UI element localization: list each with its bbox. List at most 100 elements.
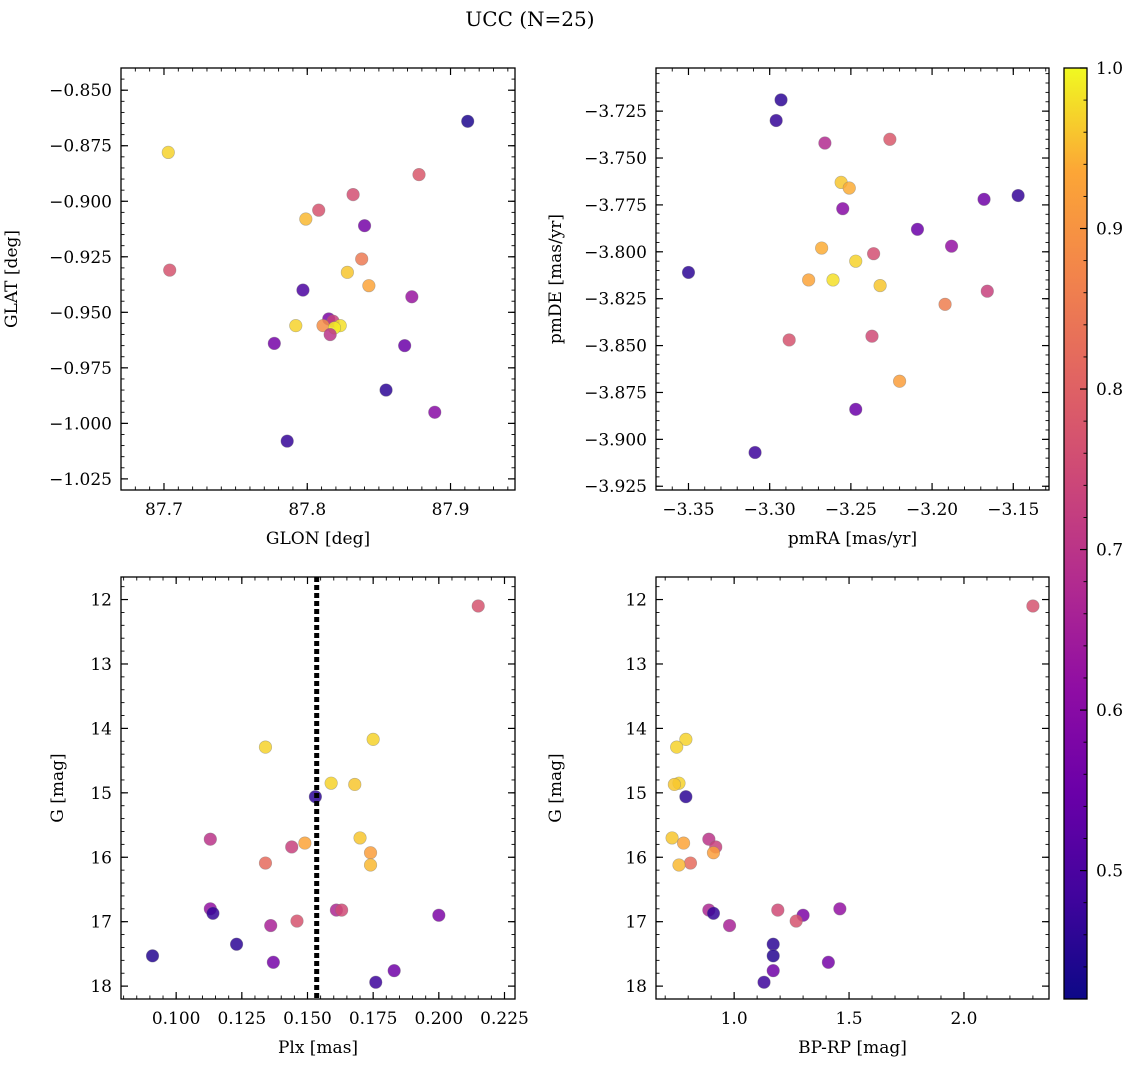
data-point	[387, 964, 401, 978]
x-axis-label: Plx [mas]	[278, 1038, 358, 1058]
y-tick-label: −1.000	[49, 414, 112, 434]
x-tick-label: 1.0	[721, 1009, 748, 1029]
x-axis-ticks: 87.7 87.8 87.9	[145, 68, 469, 520]
data-point	[679, 732, 693, 746]
colorbar-gradient	[1063, 67, 1088, 1000]
y-tick-label: −3.875	[584, 383, 647, 403]
data-point	[757, 975, 771, 989]
data-point	[774, 93, 788, 107]
scatter-points	[681, 93, 1025, 460]
data-point	[1026, 599, 1040, 613]
x-tick-label: 87.8	[288, 500, 326, 520]
data-point	[1011, 188, 1025, 203]
y-tick-label: −3.750	[584, 149, 647, 169]
data-point	[867, 247, 881, 261]
y-axis-ticks: 12 13 14 15 16 17 18	[625, 591, 1049, 997]
data-point	[849, 254, 863, 268]
y-tick-label: −0.875	[49, 137, 112, 157]
data-point	[335, 903, 349, 917]
data-point	[771, 903, 785, 917]
data-point	[258, 856, 273, 870]
scatter-points	[145, 599, 485, 989]
y-tick-label: 17	[625, 913, 647, 933]
data-point	[461, 114, 475, 128]
y-axis-ticks: −0.850 −0.875 −0.900 −0.925 −0.950 −0.975 −1.0…	[49, 81, 515, 490]
plot-frame	[655, 67, 1050, 491]
data-point	[681, 265, 696, 280]
data-point	[873, 278, 887, 293]
scatter-points	[161, 114, 475, 448]
plot-frame	[120, 67, 516, 491]
data-point	[355, 252, 369, 266]
data-point	[769, 113, 783, 128]
y-axis-label: G [mag]	[546, 753, 566, 822]
x-tick-label: 0.125	[217, 1009, 266, 1029]
data-point	[290, 914, 304, 928]
y-axis-label: GLAT [deg]	[2, 230, 22, 328]
data-point	[296, 283, 310, 297]
data-point	[266, 955, 280, 969]
panel-pmra-pmde: −3.35 −3.30 −3.25 −3.20 −3.15−3.725−3.750−3.…	[546, 67, 1050, 549]
data-point	[782, 333, 796, 347]
x-axis-ticks: 0.100 0.125 0.150 0.175 0.200 0.225	[152, 577, 529, 1029]
x-tick-label: 87.9	[432, 500, 470, 520]
data-point	[818, 136, 832, 150]
data-point	[826, 273, 840, 287]
x-tick-label: −3.35	[662, 500, 714, 520]
y-tick-label: −3.725	[584, 102, 647, 122]
data-point	[289, 319, 303, 333]
y-tick-label: 16	[90, 848, 112, 868]
chart-panels: 87.7 87.8 87.9 −0.850 −0.875 −0.900 −0.925 −0.9…	[2, 67, 1050, 1058]
data-point	[706, 906, 721, 920]
x-tick-label: −3.30	[744, 500, 796, 520]
x-tick-label: 2.0	[950, 1009, 977, 1029]
data-point	[670, 740, 684, 754]
x-tick-label: 1.5	[836, 1009, 863, 1029]
data-point	[766, 949, 780, 963]
data-point	[280, 434, 294, 448]
data-point	[353, 831, 367, 845]
data-point	[145, 949, 160, 963]
colorbar-tick-label: 0.9	[1096, 220, 1123, 240]
y-tick-label: 13	[90, 655, 112, 675]
data-point	[821, 955, 835, 969]
colorbar-tick-label: 0.5	[1096, 862, 1123, 882]
data-point	[683, 856, 698, 870]
y-tick-label: −0.925	[49, 248, 112, 268]
data-point	[346, 188, 360, 202]
minor-ticks	[120, 67, 515, 491]
plot-frame	[655, 576, 1050, 1000]
data-point	[366, 732, 380, 746]
data-point	[944, 239, 959, 253]
data-point	[398, 339, 412, 353]
data-point	[676, 836, 691, 850]
data-point	[405, 290, 419, 304]
y-tick-label: 18	[625, 977, 647, 997]
colorbar-tick-label: 0.6	[1096, 701, 1123, 721]
data-point	[258, 740, 273, 754]
data-point	[161, 145, 175, 159]
y-tick-label: −3.825	[584, 290, 647, 310]
x-tick-label: 0.225	[480, 1009, 529, 1029]
data-point	[865, 329, 879, 343]
data-point	[324, 776, 338, 790]
data-point	[766, 937, 780, 951]
y-tick-label: 14	[625, 719, 647, 739]
data-point	[363, 846, 378, 860]
y-tick-label: −3.775	[584, 196, 647, 216]
data-point	[203, 832, 217, 846]
data-point	[432, 908, 446, 922]
x-tick-label: −3.15	[987, 500, 1039, 520]
data-point	[163, 263, 177, 277]
x-tick-label: 0.175	[349, 1009, 398, 1029]
data-point	[665, 831, 679, 845]
y-axis-label: G [mag]	[48, 753, 68, 822]
data-point	[298, 836, 312, 850]
x-tick-label: 0.200	[414, 1009, 463, 1029]
x-tick-label: 87.7	[145, 500, 183, 520]
data-point	[412, 168, 426, 182]
data-point	[264, 918, 278, 933]
data-point	[348, 777, 362, 792]
data-point	[667, 777, 681, 792]
